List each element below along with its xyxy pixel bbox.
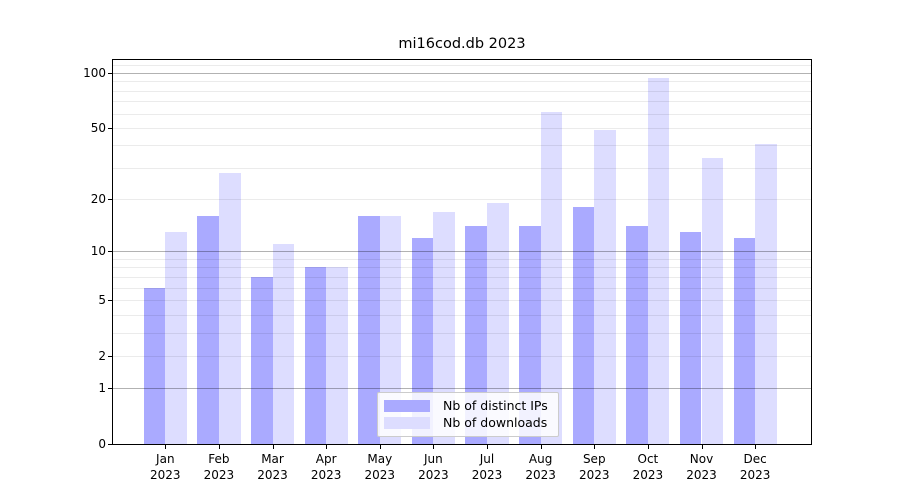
x-tick-mark xyxy=(755,444,757,449)
y-tick-mark xyxy=(108,355,113,357)
x-tick-mark xyxy=(218,444,220,449)
plot-area xyxy=(112,59,812,445)
y-tick-label: 2 xyxy=(98,348,106,363)
bar-downloads xyxy=(379,216,402,444)
bar-downloads xyxy=(326,267,348,444)
x-tick-label: Feb 2023 xyxy=(203,452,235,482)
x-tick-label: Nov 2023 xyxy=(686,452,717,482)
bar-downloads xyxy=(701,158,724,444)
bar-downloads xyxy=(272,244,295,444)
y-tick-label: 50 xyxy=(90,120,106,135)
minor-gridline xyxy=(113,113,811,115)
bars-layer xyxy=(113,60,811,444)
y-tick-mark xyxy=(108,73,113,74)
x-tick-mark xyxy=(433,444,435,449)
minor-gridline xyxy=(113,287,811,289)
x-tick-mark xyxy=(379,444,381,449)
y-tick-mark xyxy=(108,299,113,301)
bar-downloads xyxy=(165,231,187,444)
x-tick-mark xyxy=(326,444,328,449)
minor-gridline xyxy=(113,276,811,278)
x-tick-label: Jul 2023 xyxy=(471,452,503,482)
y-tick-label: 10 xyxy=(90,244,106,259)
bar-downloads xyxy=(755,143,777,444)
minor-gridline xyxy=(113,314,811,316)
bar-downloads xyxy=(487,203,509,444)
bar-distinct-ips xyxy=(304,267,327,444)
bar-distinct-ips xyxy=(143,287,166,444)
x-tick-mark xyxy=(272,444,274,449)
bar-downloads xyxy=(433,211,455,444)
minor-gridline xyxy=(113,65,811,67)
y-tick-label: 5 xyxy=(98,292,106,307)
y-tick-mark xyxy=(108,127,113,129)
y-tick-mark xyxy=(108,251,113,253)
bar-downloads xyxy=(218,173,241,444)
major-gridline xyxy=(113,251,811,253)
minor-gridline xyxy=(113,355,811,357)
x-tick-mark xyxy=(701,444,703,449)
bar-distinct-ips xyxy=(733,237,756,444)
x-tick-label: Sep 2023 xyxy=(578,452,610,482)
bar-distinct-ips xyxy=(626,226,648,444)
legend: Nb of distinct IPs Nb of downloads xyxy=(377,392,559,437)
bar-downloads xyxy=(647,77,670,444)
bar-distinct-ips xyxy=(465,226,487,444)
legend-swatch-downloads xyxy=(384,416,430,429)
y-tick-label: 0 xyxy=(98,437,106,451)
grid-layer xyxy=(113,60,811,444)
x-tick-label: May 2023 xyxy=(364,452,396,482)
x-tick-label: Oct 2023 xyxy=(632,452,664,482)
minor-gridline xyxy=(113,81,811,83)
bar-distinct-ips xyxy=(197,216,219,444)
bar-downloads xyxy=(540,112,563,444)
y-tick-mark xyxy=(108,444,113,445)
minor-gridline xyxy=(113,332,811,334)
bar-distinct-ips xyxy=(679,231,702,444)
y-tick-label: 1 xyxy=(98,381,106,396)
minor-gridline xyxy=(113,258,811,260)
y-tick-mark xyxy=(108,388,113,390)
legend-label-downloads: Nb of downloads xyxy=(443,415,548,430)
legend-entry-downloads: Nb of downloads xyxy=(384,414,548,431)
y-tick-mark xyxy=(108,199,113,201)
chart-title: mi16cod.db 2023 xyxy=(398,36,526,52)
minor-gridline xyxy=(113,90,811,92)
major-gridline xyxy=(113,73,811,74)
bar-distinct-ips xyxy=(572,207,595,444)
bar-distinct-ips xyxy=(250,276,273,444)
x-tick-mark xyxy=(487,444,489,449)
major-gridline xyxy=(113,388,811,390)
x-tick-label: Mar 2023 xyxy=(257,452,288,482)
legend-swatch-distinct-ips xyxy=(384,399,430,412)
x-tick-mark xyxy=(594,444,596,449)
x-tick-mark xyxy=(647,444,649,449)
y-tick-label: 100 xyxy=(83,66,106,80)
legend-entry-distinct-ips: Nb of distinct IPs xyxy=(384,397,548,414)
x-tick-label: Jan 2023 xyxy=(150,452,181,482)
minor-gridline xyxy=(113,145,811,147)
x-tick-label: Aug 2023 xyxy=(525,452,556,482)
x-tick-label: Jun 2023 xyxy=(418,452,449,482)
minor-gridline xyxy=(113,199,811,201)
x-tick-label: Apr 2023 xyxy=(310,452,342,482)
minor-gridline xyxy=(113,127,811,129)
legend-label-distinct-ips: Nb of distinct IPs xyxy=(443,398,548,413)
minor-gridline xyxy=(113,167,811,169)
bar-distinct-ips xyxy=(358,216,380,444)
minor-gridline xyxy=(113,299,811,301)
y-tick-label: 20 xyxy=(90,192,106,207)
minor-gridline xyxy=(113,267,811,269)
x-tick-mark xyxy=(540,444,542,449)
minor-gridline xyxy=(113,101,811,103)
x-tick-label: Dec 2023 xyxy=(739,452,771,482)
x-tick-mark xyxy=(165,444,167,449)
bar-downloads xyxy=(594,129,616,444)
bar-distinct-ips xyxy=(519,226,541,444)
